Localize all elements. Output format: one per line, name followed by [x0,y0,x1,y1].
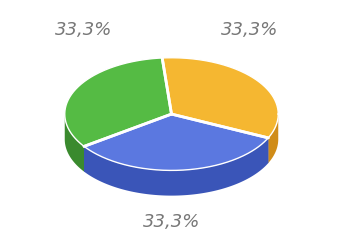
Polygon shape [172,114,268,163]
Text: 33,3%: 33,3% [221,21,279,39]
Text: 33,3%: 33,3% [143,213,200,231]
Polygon shape [84,138,268,196]
Polygon shape [65,58,172,146]
Text: 33,3%: 33,3% [55,21,113,39]
Polygon shape [65,114,84,172]
Polygon shape [84,114,268,170]
Polygon shape [84,114,172,172]
Polygon shape [162,58,278,138]
Polygon shape [172,114,268,163]
Polygon shape [268,114,278,163]
Polygon shape [84,114,172,172]
